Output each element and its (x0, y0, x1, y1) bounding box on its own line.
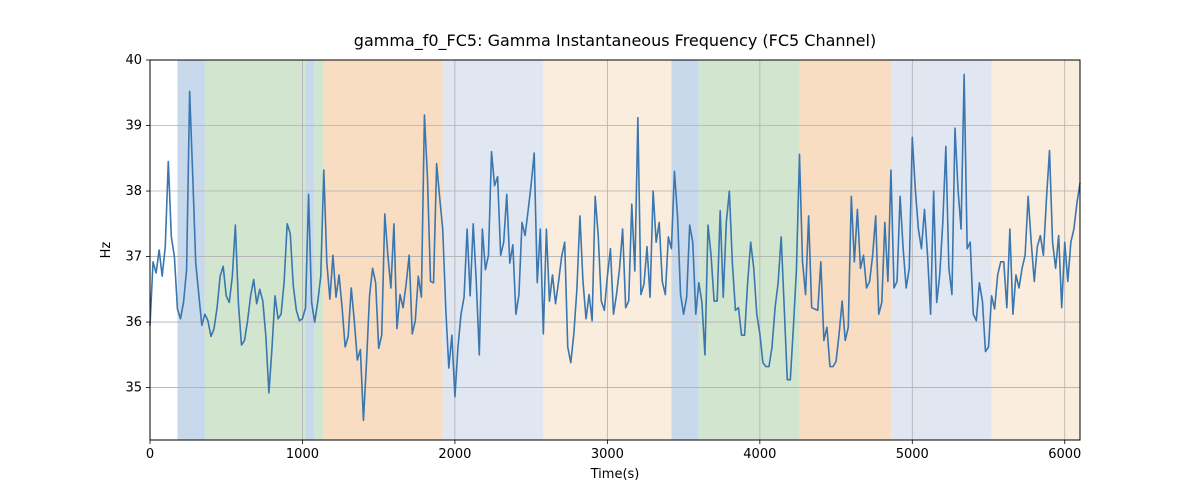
x-axis-label: Time(s) (590, 467, 640, 482)
chart-title: gamma_f0_FC5: Gamma Instantaneous Freque… (354, 31, 876, 51)
y-tick-label: 36 (125, 315, 142, 330)
chart-region (671, 60, 698, 440)
y-tick-label: 38 (125, 184, 142, 199)
y-ticks: 35 36 37 38 39 40 (125, 53, 150, 396)
x-tick-label: 2000 (438, 447, 471, 462)
y-tick-label: 40 (125, 53, 142, 68)
chart-region (992, 60, 1080, 440)
chart-container: 0 1000 2000 3000 4000 5000 6000 35 36 37 38 39 40 Tim… (0, 0, 1200, 500)
chart-region (699, 60, 800, 440)
y-tick-label: 39 (125, 119, 142, 134)
x-tick-label: 3000 (591, 447, 624, 462)
y-tick-label: 35 (125, 381, 142, 396)
x-tick-label: 0 (146, 447, 154, 462)
y-axis-label: Hz (99, 242, 114, 259)
line-chart-svg: 0 1000 2000 3000 4000 5000 6000 35 36 37 38 39 40 Tim… (0, 0, 1200, 500)
x-tick-label: 1000 (286, 447, 319, 462)
x-tick-label: 5000 (896, 447, 929, 462)
y-tick-label: 37 (125, 250, 142, 265)
chart-region (315, 60, 324, 440)
chart-region (443, 60, 544, 440)
chart-regions (177, 60, 1080, 440)
x-tick-label: 4000 (743, 447, 776, 462)
x-tick-label: 6000 (1048, 447, 1081, 462)
x-ticks: 0 1000 2000 3000 4000 5000 6000 (146, 440, 1081, 462)
